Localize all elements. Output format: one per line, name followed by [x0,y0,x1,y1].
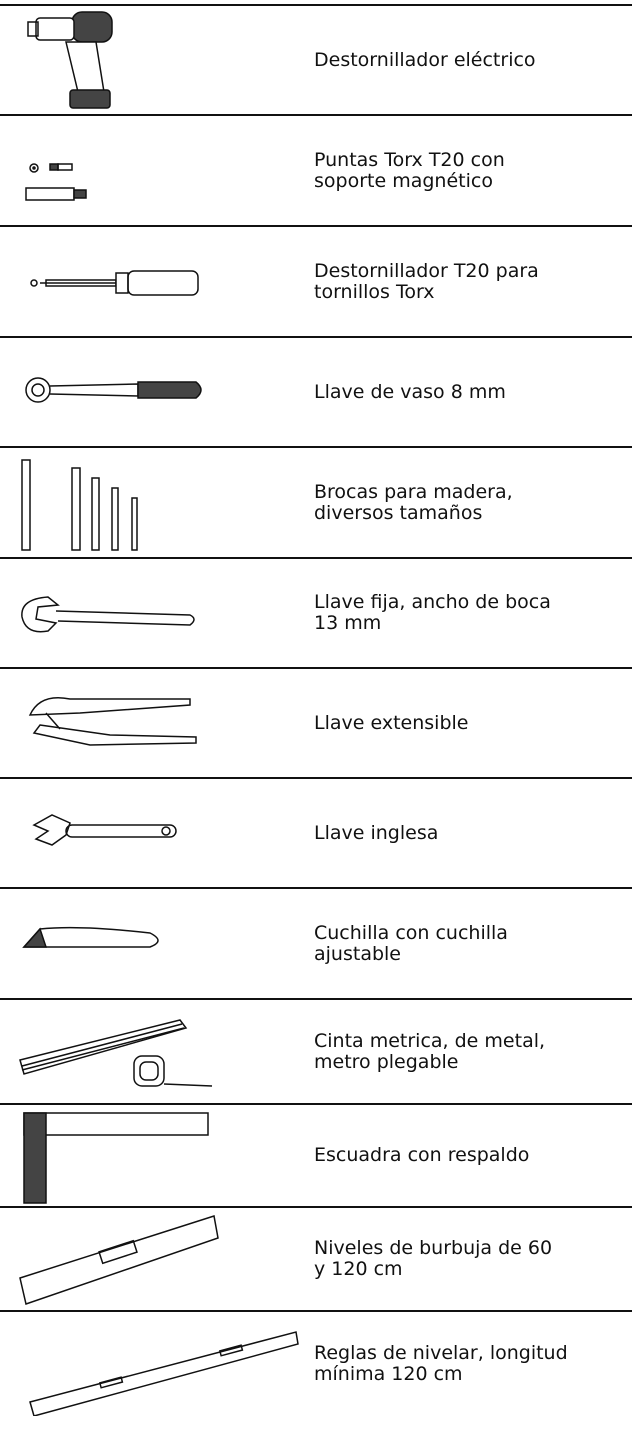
label-line: diversos tamaños [314,501,483,524]
tool-icon [19,1019,213,1087]
tool-icon [23,1112,209,1204]
tool-label: Niveles de burbuja de 60 y 120 cm [314,1208,552,1310]
tool-row: Brocas para madera, diversos tamaños [0,446,632,557]
label-line: Reglas de nivelar, longitud [314,1342,568,1364]
label-line: Niveles de burbuja de 60 [314,1237,553,1259]
tool-icon [27,11,113,109]
tool-label: Reglas de nivelar, longitud mínima 120 cm [314,1312,568,1416]
label-line: Cinta metrica, de metal, [314,1029,546,1052]
tool-label: Destornillador eléctrico [314,6,536,114]
tool-label: Puntas Torx T20 con soporte magnético [314,116,505,225]
label-line: Llave inglesa [314,821,439,844]
label-line: metro plegable [314,1050,459,1073]
tool-label: Llave fija, ancho de boca 13 mm [314,559,551,667]
tool-label: Llave extensible [314,669,468,777]
tool-row: Llave extensible [0,667,632,777]
tool-row: Escuadra con respaldo [0,1103,632,1206]
tool-icon [30,270,199,296]
tool-row: Llave de vaso 8 mm [0,336,632,446]
label-line: Llave fija, ancho de boca [314,591,551,613]
tool-label: Destornillador T20 para tornillos Torx [314,227,539,336]
tool-icon [29,1331,299,1416]
tool-icon [21,596,195,633]
tool-row: Llave inglesa [0,777,632,887]
tool-icon [22,926,159,948]
label-line: Destornillador T20 para [314,259,539,282]
tool-icon [32,814,177,846]
tool-icon [25,163,87,201]
label-line: Llave extensible [314,711,469,734]
tool-row: Cinta metrica, de metal, metro plegable [0,998,632,1103]
tool-label: Cinta metrica, de metal, metro plegable [314,1000,545,1103]
label-line: 13 mm [314,612,382,634]
label-line: Destornillador eléctrico [314,48,536,71]
label-line: y 120 cm [314,1258,403,1280]
label-line: mínima 120 cm [314,1363,463,1385]
tool-row: Destornillador eléctrico [0,4,632,114]
tool-row: Puntas Torx T20 con soporte magnético [0,114,632,225]
tool-label: Llave inglesa [314,779,438,887]
label-line: Llave de vaso 8 mm [314,380,506,403]
tool-row: Cuchilla con cuchilla ajustable [0,887,632,998]
label-line: Escuadra con respaldo [314,1144,530,1166]
tool-icon [28,697,197,746]
tool-icon [21,459,138,551]
tool-label: Brocas para madera, diversos tamaños [314,448,513,557]
tool-row: Reglas de nivelar, longitud mínima 120 cm [0,1310,632,1416]
label-line: soporte magnético [314,169,493,192]
tool-icon [25,377,202,403]
tool-icon [19,1215,219,1305]
tool-row: Destornillador T20 para tornillos Torx [0,225,632,336]
tool-label: Cuchilla con cuchilla ajustable [314,889,508,998]
tool-row: Niveles de burbuja de 60 y 120 cm [0,1206,632,1310]
label-line: ajustable [314,942,401,965]
tool-label: Llave de vaso 8 mm [314,338,506,446]
tool-label: Escuadra con respaldo [314,1105,529,1206]
label-line: tornillos Torx [314,280,435,303]
label-line: Cuchilla con cuchilla [314,921,508,944]
label-line: Brocas para madera, [314,480,513,503]
tool-row: Llave fija, ancho de boca 13 mm [0,557,632,667]
label-line: Puntas Torx T20 con [314,148,505,171]
